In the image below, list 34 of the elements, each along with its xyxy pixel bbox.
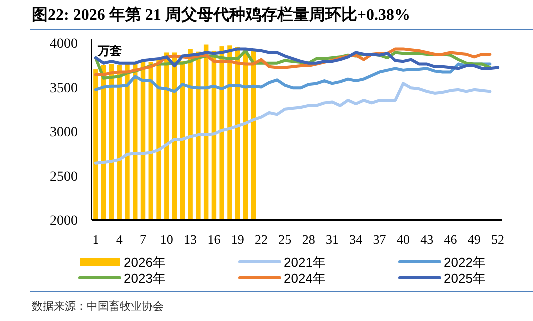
x-tick-label: 31 — [326, 232, 339, 247]
x-tick-label: 43 — [420, 232, 434, 247]
x-tick-label: 37 — [373, 232, 387, 247]
line-series — [94, 82, 492, 165]
x-tick-label: 7 — [140, 232, 147, 247]
title: 图22: 2026 年第 21 周父母代种鸡存栏量周环比+0.38% — [32, 7, 410, 24]
x-tick-label: 1 — [92, 232, 100, 247]
legend-label: 2024年 — [284, 271, 326, 286]
legend-label: 2026年 — [124, 255, 166, 270]
x-tick-label: 25 — [278, 232, 292, 247]
x-tick-label: 49 — [468, 232, 481, 247]
x-tick-label: 10 — [160, 232, 174, 247]
x-tick-label: 4 — [116, 232, 124, 247]
legend-label: 2022年 — [444, 255, 486, 270]
y-tick-label: 2500 — [50, 170, 78, 185]
line-series — [94, 62, 492, 94]
x-tick-label: 19 — [231, 232, 244, 247]
y-tick-label: 3500 — [50, 81, 78, 96]
y-axis-title: 万套 — [97, 44, 122, 58]
source-note: 数据来源：中国畜牧业协会 — [32, 300, 164, 313]
x-tick-label: 52 — [492, 232, 505, 247]
y-tick-label: 3000 — [50, 126, 78, 140]
x-tick-label: 34 — [350, 232, 364, 247]
legend-label: 2025年 — [444, 271, 486, 286]
x-tick-label: 46 — [444, 232, 458, 247]
legend-label: 2021年 — [284, 255, 326, 270]
x-tick-label: 16 — [208, 232, 222, 247]
x-tick-label: 13 — [184, 232, 198, 247]
legend-label: 2023年 — [124, 271, 166, 286]
x-tick-label: 40 — [396, 232, 410, 247]
x-tick-label: 28 — [302, 232, 316, 247]
x-tick-label: 22 — [255, 232, 268, 247]
y-tick-label: 4000 — [50, 37, 78, 52]
y-tick-label: 2000 — [50, 214, 78, 229]
